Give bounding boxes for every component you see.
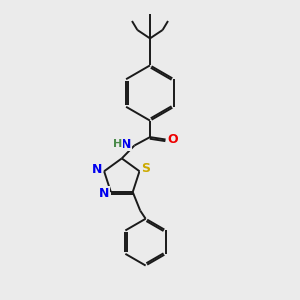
- Text: N: N: [99, 187, 110, 200]
- Text: S: S: [141, 162, 150, 176]
- Text: N: N: [121, 138, 131, 151]
- Text: N: N: [92, 163, 103, 176]
- Text: O: O: [167, 133, 178, 146]
- Text: H: H: [113, 139, 122, 149]
